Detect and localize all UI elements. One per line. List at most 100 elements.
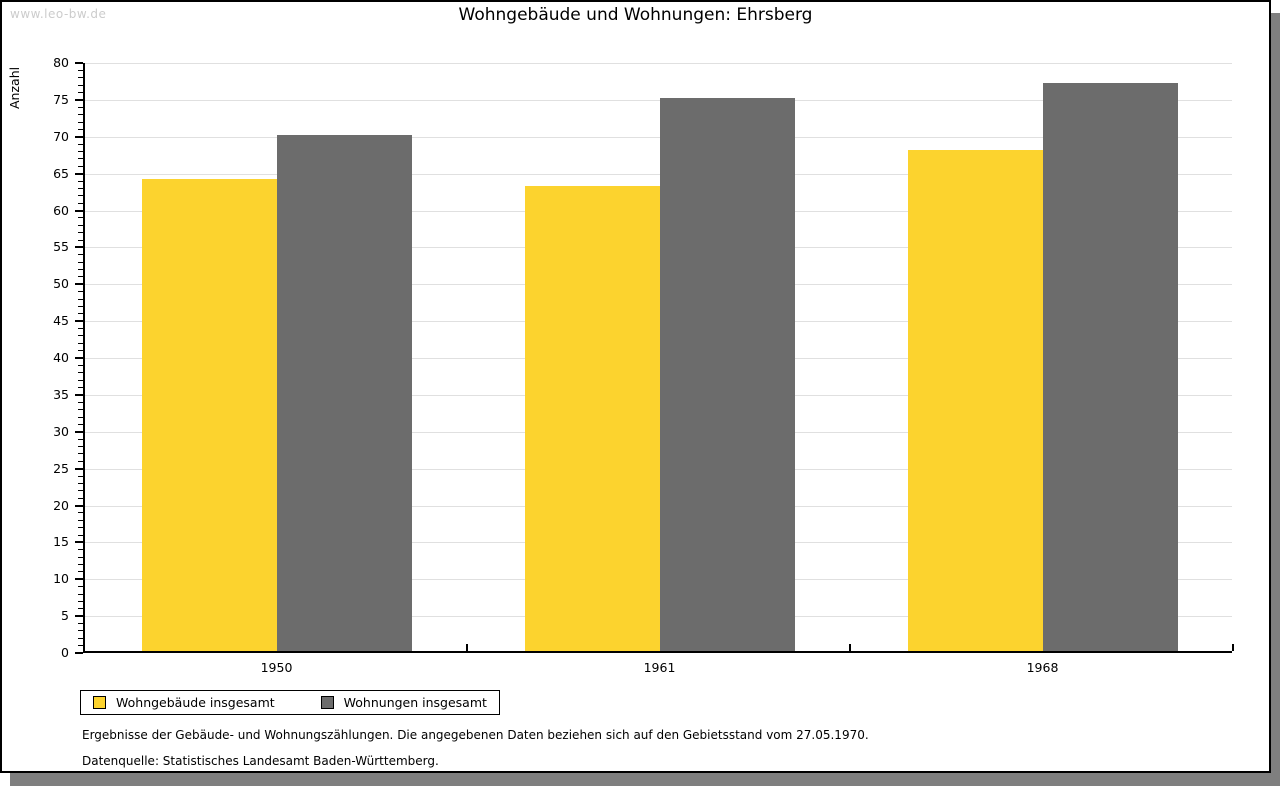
- x-axis-label: 1961: [643, 660, 676, 675]
- y-tick-major: [75, 98, 83, 101]
- y-tick-major: [75, 320, 83, 323]
- y-tick-minor: [78, 387, 83, 388]
- x-tick: [849, 644, 851, 651]
- y-tick-minor: [78, 335, 83, 337]
- y-tick-minor: [78, 423, 83, 425]
- y-tick-minor: [78, 527, 83, 529]
- y-tick-label: 40: [53, 350, 69, 365]
- y-tick-label: 80: [53, 55, 69, 70]
- y-tick-minor: [78, 92, 83, 93]
- y-tick-minor: [78, 401, 83, 403]
- y-tick-minor: [78, 202, 83, 204]
- y-tick-minor: [78, 261, 83, 263]
- x-axis-label: 1950: [260, 660, 293, 675]
- y-tick-minor: [78, 328, 83, 329]
- bar-1961-series-0: [524, 186, 660, 651]
- y-tick-label: 25: [53, 460, 69, 476]
- y-tick-minor: [78, 69, 83, 71]
- y-tick-label: 65: [53, 165, 69, 181]
- footnote-datenquelle: Datenquelle: Statistisches Landesamt Bad…: [82, 754, 439, 768]
- y-tick-label: 10: [53, 571, 69, 587]
- y-tick-minor: [78, 586, 83, 588]
- x-tick: [466, 644, 468, 651]
- y-tick-minor: [78, 84, 83, 86]
- y-tick-minor: [78, 269, 83, 270]
- y-tick-minor: [78, 254, 83, 256]
- y-tick-major: [75, 393, 83, 396]
- footnote-gebietsstand: Ergebnisse der Gebäude- und Wohnungszähl…: [82, 728, 869, 742]
- y-tick-label: 35: [53, 386, 69, 402]
- y-tick-minor: [78, 232, 83, 234]
- y-tick-major: [75, 652, 83, 654]
- y-tick-minor: [78, 637, 83, 639]
- y-tick-minor: [78, 305, 83, 307]
- bar-1968-series-0: [907, 149, 1043, 651]
- y-tick-minor: [78, 416, 83, 418]
- gridline: [85, 63, 1232, 64]
- y-tick-major: [75, 504, 83, 507]
- y-tick-minor: [78, 519, 83, 521]
- y-tick-minor: [78, 512, 83, 514]
- y-tick-minor: [78, 460, 83, 462]
- y-tick-minor: [78, 195, 83, 197]
- bar-1950-series-1: [276, 134, 412, 651]
- gridline: [85, 173, 1232, 175]
- y-tick-minor: [78, 438, 83, 440]
- bar-1968-series-1: [1042, 83, 1178, 651]
- y-tick-minor: [78, 645, 83, 647]
- y-tick-label: 30: [53, 423, 69, 439]
- y-tick-minor: [78, 475, 83, 477]
- gridline: [85, 99, 1232, 101]
- legend: Wohngebäude insgesamt Wohnungen insgesam…: [80, 690, 500, 715]
- y-tick-minor: [78, 549, 83, 551]
- y-tick-minor: [78, 151, 83, 152]
- y-tick-minor: [78, 490, 83, 492]
- y-tick-label: 20: [53, 497, 69, 513]
- y-tick-minor: [78, 180, 83, 182]
- legend-item-wohnungen: Wohnungen insgesamt: [320, 695, 487, 710]
- y-tick-minor: [78, 350, 83, 352]
- legend-label-wohnungen: Wohnungen insgesamt: [343, 695, 487, 710]
- chart-card: www.leo-bw.de Wohngebäude und Wohnungen:…: [0, 0, 1271, 773]
- y-tick-minor: [78, 564, 83, 565]
- y-tick-major: [75, 246, 83, 249]
- gridline: [85, 136, 1232, 138]
- y-tick-minor: [78, 342, 83, 344]
- y-tick-minor: [78, 364, 83, 366]
- legend-item-wohngebaeude: Wohngebäude insgesamt: [93, 695, 275, 710]
- bar-1950-series-0: [141, 179, 277, 651]
- y-tick-minor: [78, 313, 83, 315]
- y-tick-major: [75, 62, 83, 64]
- y-tick-minor: [78, 128, 83, 130]
- bar-1961-series-1: [659, 97, 795, 651]
- y-tick-label: 45: [53, 313, 69, 329]
- y-tick-label: 5: [61, 608, 69, 624]
- legend-swatch-wohngebaeude: [93, 696, 106, 709]
- y-tick-minor: [78, 217, 83, 219]
- y-tick-minor: [78, 409, 83, 411]
- y-tick-label: 75: [53, 91, 69, 107]
- y-tick-major: [75, 357, 83, 359]
- y-tick-minor: [78, 121, 83, 123]
- y-tick-minor: [78, 379, 83, 381]
- y-tick-minor: [78, 372, 83, 374]
- y-tick-label: 0: [61, 645, 69, 660]
- y-tick-minor: [78, 534, 83, 536]
- y-tick-minor: [78, 482, 83, 484]
- plot-area: 0 5 10 15 20 25 30 35 40 45 50 55 60 65 70 75 80 1950 1961…: [53, 55, 1234, 675]
- y-tick-major: [75, 578, 83, 581]
- y-tick-minor: [78, 623, 83, 624]
- y-tick-minor: [78, 630, 83, 632]
- chart-title: Wohngebäude und Wohnungen: Ehrsberg: [458, 5, 813, 25]
- y-tick-minor: [78, 239, 83, 241]
- y-tick-minor: [78, 143, 83, 145]
- y-tick-major: [75, 541, 83, 544]
- y-tick-minor: [78, 106, 83, 108]
- y-axis-label: Anzahl: [7, 66, 22, 109]
- y-tick-minor: [78, 114, 83, 116]
- legend-label-wohngebaeude: Wohngebäude insgesamt: [116, 695, 275, 710]
- y-tick-minor: [78, 556, 83, 558]
- y-tick-label: 50: [53, 276, 69, 292]
- y-tick-label: 55: [53, 239, 69, 255]
- watermark: www.leo-bw.de: [10, 7, 107, 21]
